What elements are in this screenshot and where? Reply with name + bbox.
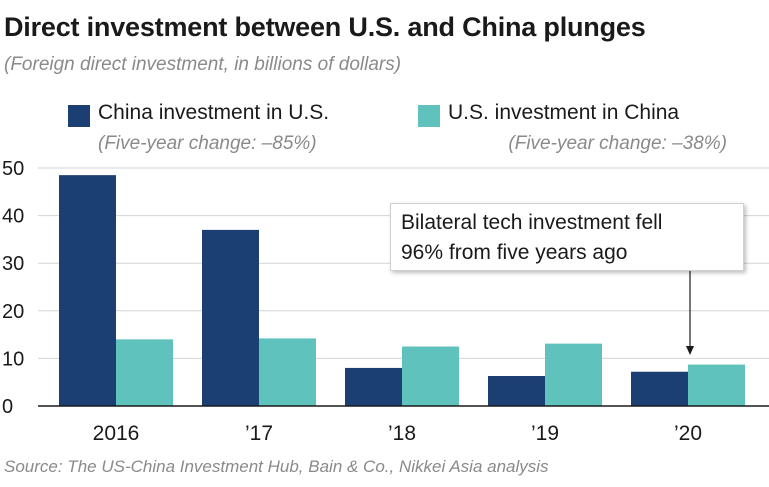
callout-line-2: 96% from five years ago [401, 241, 628, 264]
bar-china-in-us [631, 371, 688, 406]
x-tick-label: ’18 [388, 422, 416, 445]
legend-swatch-china-in-us [68, 105, 90, 127]
callout-arrow-head [686, 346, 694, 355]
x-tick-label: ’20 [674, 422, 702, 445]
chart-subtitle: (Foreign direct investment, in billions … [4, 54, 402, 75]
x-tick-label: ’17 [245, 422, 273, 445]
y-tick-label: 50 [2, 158, 24, 180]
source-note: Source: The US-China Investment Hub, Bai… [4, 457, 549, 476]
legend-label-us-in-china: U.S. investment in China [448, 101, 680, 124]
bar-china-in-us [345, 367, 402, 406]
callout-box: Bilateral tech investment fell 96% from … [390, 203, 744, 271]
legend-label-china-in-us: China investment in U.S. [98, 101, 330, 124]
legend-swatch-us-in-china [418, 105, 440, 127]
chart-title: Direct investment between U.S. and China… [4, 12, 646, 42]
bar-china-in-us [488, 376, 545, 406]
bar-us-in-china [545, 343, 602, 406]
x-tick-label: 2016 [93, 422, 140, 445]
bar-china-in-us [202, 229, 259, 406]
bar-china-in-us [59, 175, 116, 406]
legend-note-us-in-china: (Five-year change: –38%) [508, 133, 727, 154]
y-tick-label: 20 [2, 301, 24, 323]
bars [59, 175, 745, 406]
callout-line-1: Bilateral tech investment fell [401, 211, 663, 234]
axes: 0 10 20 30 40 50 2016 ’17 ’18 ’19 ’20 [2, 158, 769, 445]
callout-arrow [686, 271, 694, 355]
x-tick-label: ’19 [531, 422, 559, 445]
bar-us-in-china [402, 346, 459, 406]
legend-note-china-in-us: (Five-year change: –85%) [98, 133, 317, 154]
bar-us-in-china [259, 338, 316, 406]
y-tick-label: 10 [2, 348, 24, 370]
bar-us-in-china [688, 364, 745, 406]
y-tick-label: 30 [2, 253, 24, 275]
y-tick-label: 0 [2, 396, 13, 418]
bar-us-in-china [116, 339, 173, 406]
y-tick-label: 40 [2, 206, 24, 228]
